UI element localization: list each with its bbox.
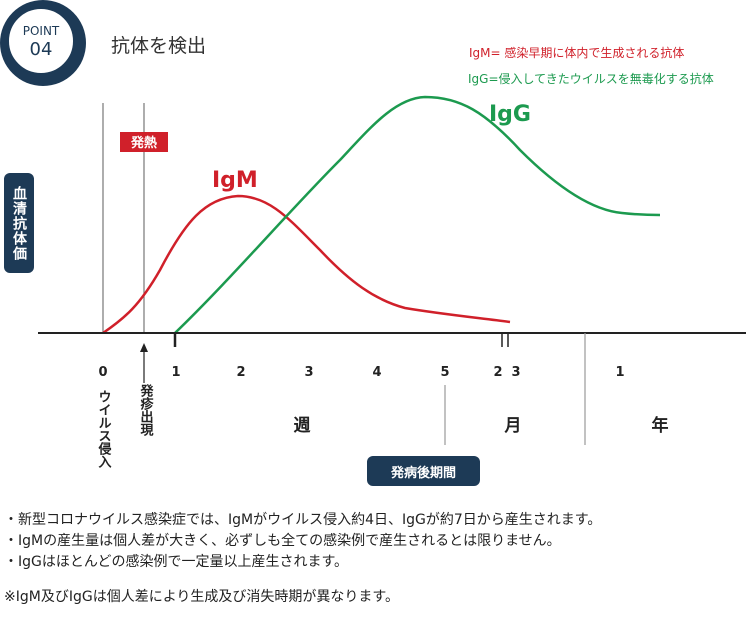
x-tick-1: 1 — [171, 365, 180, 380]
x-tick-2: 2 — [236, 365, 245, 380]
y-axis-label: 血清抗体価 — [4, 173, 34, 273]
igg-series-label: IgG — [489, 102, 531, 127]
x-tick-year-1: 1 — [615, 365, 624, 380]
x-tick-month-2: 2 — [493, 365, 502, 380]
page-title: 抗体を検出 — [111, 35, 207, 57]
notes: ・新型コロナウイルス感染症では、IgMがウイルス侵入約4日、IgGが約7日から産… — [4, 510, 601, 608]
point-number: 04 — [29, 39, 53, 60]
x-axis-label: 発病後期間 — [367, 456, 480, 486]
note-2: ・IgMの産生量は個人差が大きく、必ずしも全ての感染例で産生されるとは限りません… — [4, 533, 561, 549]
unit-week: 週 — [294, 416, 311, 436]
note-4: ※IgM及びIgGは個人差により生成及び消失時期が異なります。 — [4, 589, 400, 605]
igm-series-label: IgM — [212, 168, 258, 193]
legend-igm: IgM= 感染早期に体内で生成される抗体 — [469, 46, 685, 60]
igm-curve — [102, 194, 511, 335]
rash-arrow-head — [140, 343, 148, 352]
unit-month: 月 — [504, 416, 522, 436]
x-tick-4: 4 — [372, 365, 381, 380]
note-3: ・IgGはほとんどの感染例で一定量以上産生されます。 — [4, 554, 349, 570]
note-spacer — [4, 573, 601, 587]
fever-label: 発熱 — [130, 135, 157, 151]
note-1: ・新型コロナウイルス感染症では、IgMがウイルス侵入約4日、IgGが約7日から産… — [4, 512, 602, 528]
x-tick-3: 3 — [304, 365, 313, 380]
point-label: POINT — [22, 24, 60, 38]
unit-year: 年 — [652, 415, 669, 436]
fever-box — [120, 132, 168, 152]
legend-igg: IgG=侵入してきたウイルスを無毒化する抗体 — [468, 72, 714, 86]
point-badge: POINT 04 — [0, 0, 86, 86]
antibody-chart: 発熱 IgM IgG 0 1 2 3 4 5 2 3 1 ウイルス侵入 発疹出現… — [38, 95, 746, 468]
x-tick-month-3: 3 — [511, 365, 520, 380]
point-badge-inner: POINT 04 — [7, 7, 75, 75]
rash-onset-label: 発疹出現 — [138, 383, 155, 437]
x-tick-5: 5 — [440, 365, 449, 380]
x-tick-0: 0 — [98, 365, 107, 380]
igg-curve — [174, 95, 661, 334]
virus-entry-label: ウイルス侵入 — [96, 390, 113, 468]
